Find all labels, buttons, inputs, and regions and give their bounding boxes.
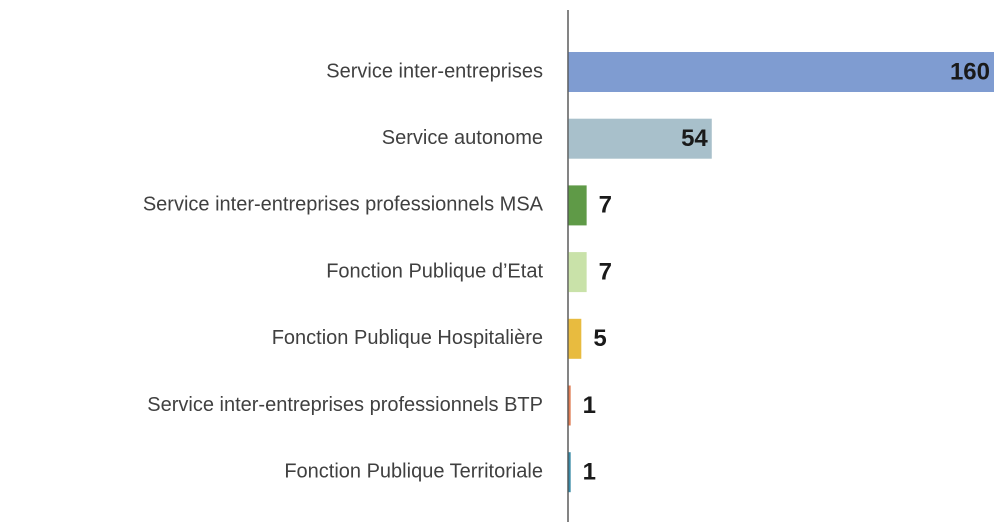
category-label: Fonction Publique Territoriale — [284, 460, 543, 482]
value-label: 54 — [681, 125, 708, 152]
bar — [568, 118, 712, 159]
category-label: Service inter-entreprises professionnels… — [143, 194, 544, 216]
category-label: Fonction Publique Hospitalière — [272, 327, 543, 349]
value-label: 1 — [583, 392, 596, 419]
category-label: Fonction Publique d’Etat — [326, 260, 543, 282]
value-label: 5 — [593, 325, 606, 352]
bar — [568, 452, 571, 493]
bar — [568, 52, 994, 92]
category-label: Service inter-entreprises — [326, 60, 543, 82]
value-label: 160 — [950, 58, 990, 85]
value-label: 1 — [583, 459, 596, 486]
category-label: Service autonome — [382, 127, 543, 149]
bar — [568, 318, 582, 359]
bar — [568, 185, 587, 226]
value-label: 7 — [599, 192, 612, 219]
value-label: 7 — [599, 258, 612, 285]
bar — [568, 385, 571, 426]
category-label: Service inter-entreprises professionnels… — [147, 394, 543, 416]
bar — [568, 252, 587, 293]
